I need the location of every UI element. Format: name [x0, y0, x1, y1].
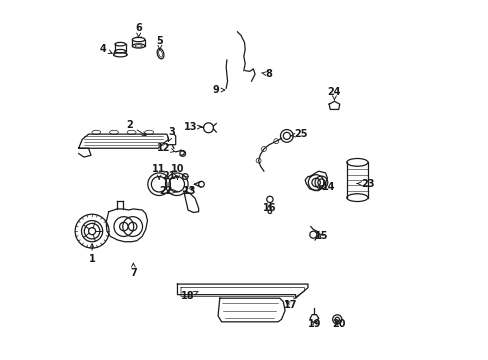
Text: 2: 2: [126, 120, 146, 136]
Text: 7: 7: [130, 263, 137, 279]
Text: 10: 10: [170, 165, 184, 179]
Text: 21: 21: [162, 171, 178, 181]
Text: 16: 16: [262, 203, 275, 213]
Text: 3: 3: [168, 127, 175, 141]
Text: 17: 17: [283, 300, 297, 310]
Text: 12: 12: [156, 143, 174, 153]
Text: 14: 14: [319, 182, 335, 192]
Text: 8: 8: [261, 69, 272, 79]
Text: 22: 22: [159, 186, 177, 196]
Text: 9: 9: [212, 85, 224, 95]
Text: 25: 25: [290, 129, 307, 139]
Text: 20: 20: [332, 319, 345, 329]
Text: 19: 19: [307, 319, 321, 329]
Text: 1: 1: [88, 244, 95, 264]
Text: 13: 13: [184, 122, 202, 132]
Text: 24: 24: [327, 87, 341, 100]
Text: 18: 18: [181, 292, 198, 301]
Text: 11: 11: [152, 165, 165, 179]
Text: 15: 15: [315, 231, 328, 242]
Text: 13: 13: [183, 186, 196, 195]
Text: 23: 23: [356, 179, 374, 189]
Text: 6: 6: [135, 23, 142, 37]
Text: 5: 5: [156, 36, 163, 50]
Text: 4: 4: [100, 45, 112, 54]
